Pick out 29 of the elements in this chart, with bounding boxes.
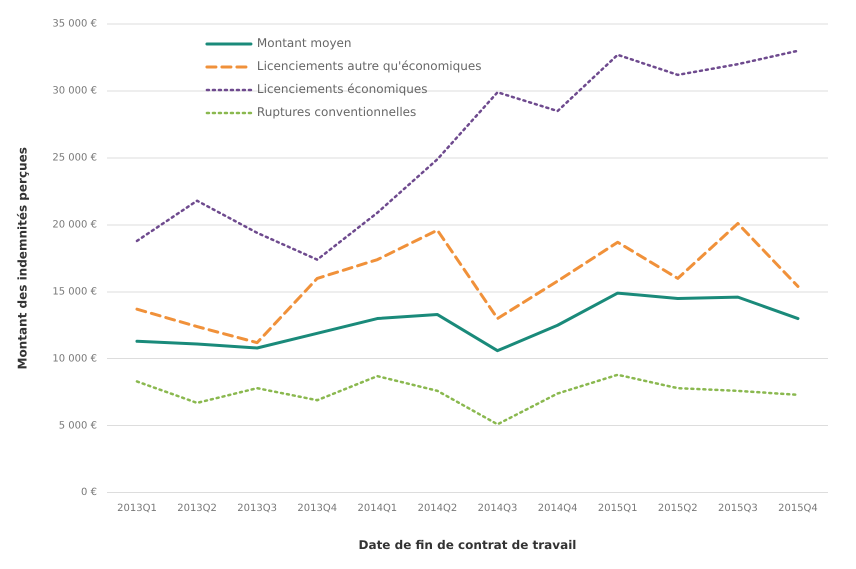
line-series — [136, 50, 800, 261]
x-tick-label: 2013Q2 — [177, 503, 217, 514]
y-tick-label: 30 000 € — [52, 86, 97, 97]
y-axis-title: Montant des indemnités perçues — [15, 147, 30, 370]
x-tick-label: 2014Q4 — [538, 503, 578, 514]
legend-label: Montant moyen — [256, 36, 352, 50]
legend-label: Ruptures conventionnelles — [256, 105, 416, 120]
x-tick-label: 2015Q1 — [598, 503, 638, 514]
line-series — [135, 222, 800, 344]
legend-label: Licenciements économiques — [256, 82, 428, 96]
line-series — [136, 374, 800, 426]
x-tick-label: 2014Q2 — [418, 503, 458, 514]
x-tick-label: 2014Q1 — [357, 503, 398, 514]
x-tick-label: 2013Q1 — [117, 503, 157, 514]
y-tick-label: 35 000 € — [52, 18, 97, 30]
x-tick-label: 2013Q3 — [237, 503, 277, 514]
x-tick-label: 2015Q4 — [778, 503, 818, 514]
x-tick-label: 2013Q4 — [297, 503, 338, 514]
y-tick-label: 20 000 € — [52, 219, 97, 230]
y-tick-label: 5 000 € — [58, 420, 97, 432]
x-tick-label: 2014Q3 — [478, 503, 518, 514]
legend-label: Licenciements autre qu'économiques — [256, 59, 482, 74]
x-tick-label: 2015Q3 — [718, 503, 758, 514]
y-tick-label: 25 000 € — [52, 152, 97, 164]
x-axis-title: Date de fin de contrat de travail — [358, 538, 576, 552]
y-tick-label: 10 000 € — [52, 353, 97, 364]
y-tick-label: 0 € — [81, 487, 97, 498]
y-tick-label: 15 000 € — [52, 286, 97, 298]
x-tick-label: 2015Q2 — [658, 503, 698, 514]
